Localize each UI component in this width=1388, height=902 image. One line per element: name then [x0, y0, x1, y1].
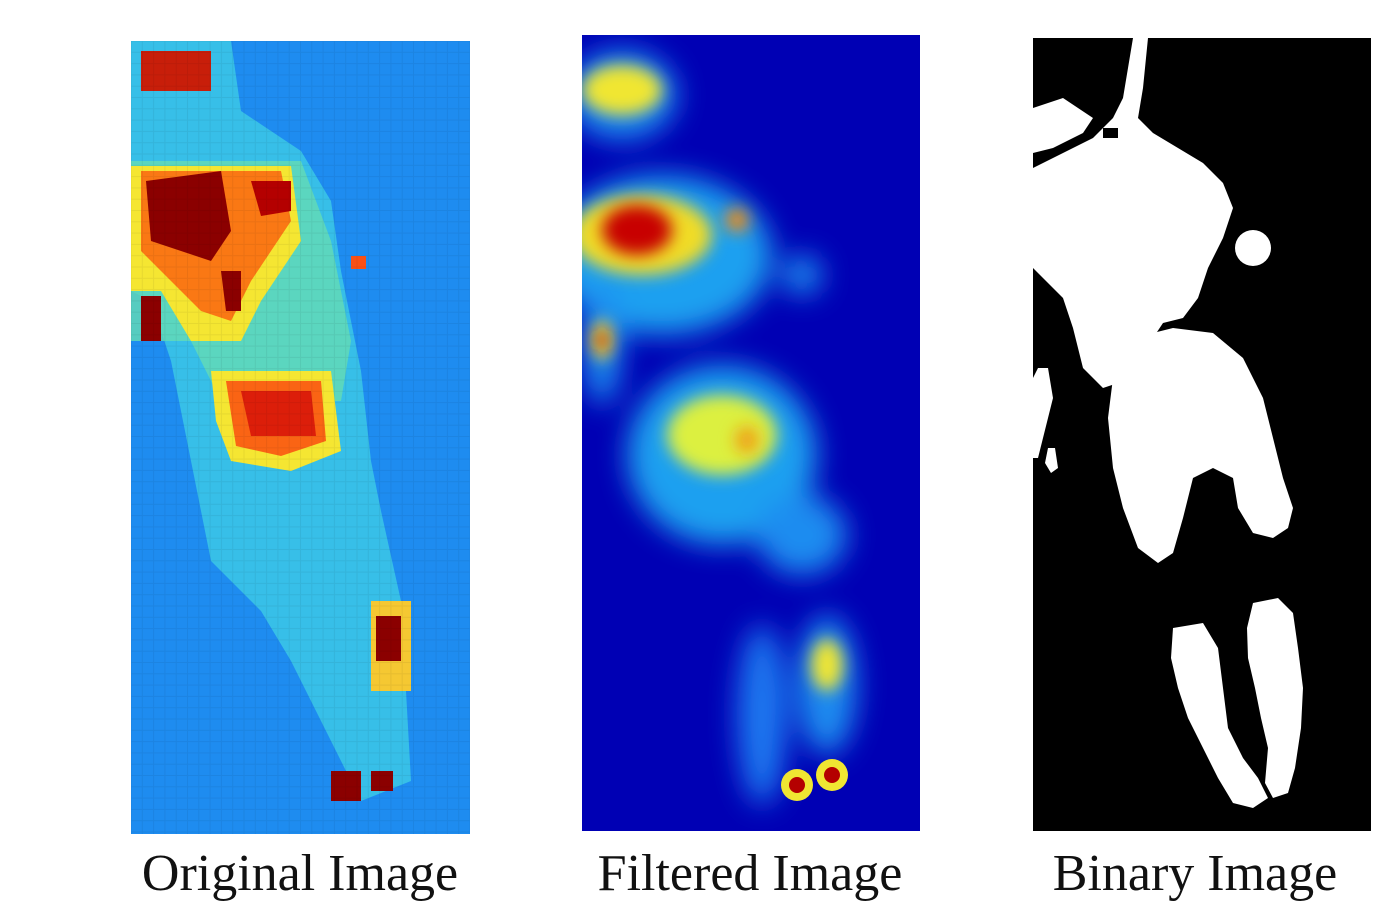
binary-mask: [1033, 38, 1371, 831]
binary-image: [1033, 38, 1371, 831]
filtered-heatmap: [582, 35, 920, 831]
filtered-image-caption: Filtered Image: [597, 845, 903, 902]
binary-image-caption: Binary Image: [1052, 845, 1338, 902]
original-image: [131, 41, 470, 834]
original-heatmap: [131, 41, 470, 834]
filtered-image: [582, 35, 920, 831]
original-image-caption: Original Image: [141, 845, 459, 902]
